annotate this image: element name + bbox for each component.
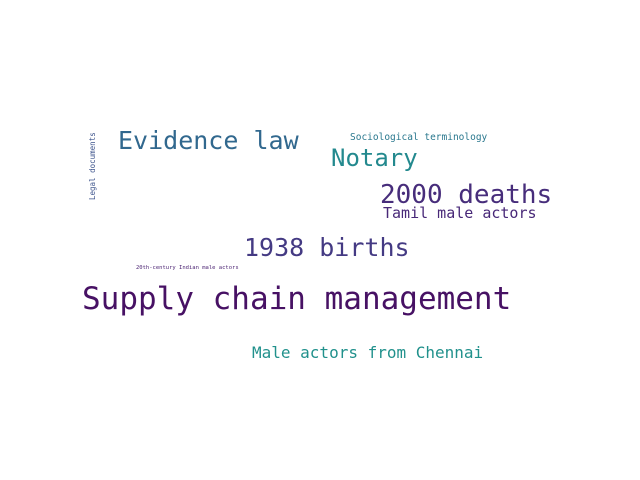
word-supply-chain-management: Supply chain management [82,281,512,317]
word-tamil-male-actors: Tamil male actors [383,204,537,222]
word-legal-documents: Legal documents [88,132,97,200]
word-sociological-terminology: Sociological terminology [350,132,488,143]
word-male-actors-from-chennai: Male actors from Chennai [252,343,484,362]
word-2000-deaths: 2000 deaths [380,180,553,210]
word-1938-births: 1938 births [244,233,410,262]
word-20th-century-indian-male-actors: 20th-century Indian male actors [136,265,239,271]
word-notary: Notary [331,144,418,172]
word-evidence-law: Evidence law [118,126,299,155]
